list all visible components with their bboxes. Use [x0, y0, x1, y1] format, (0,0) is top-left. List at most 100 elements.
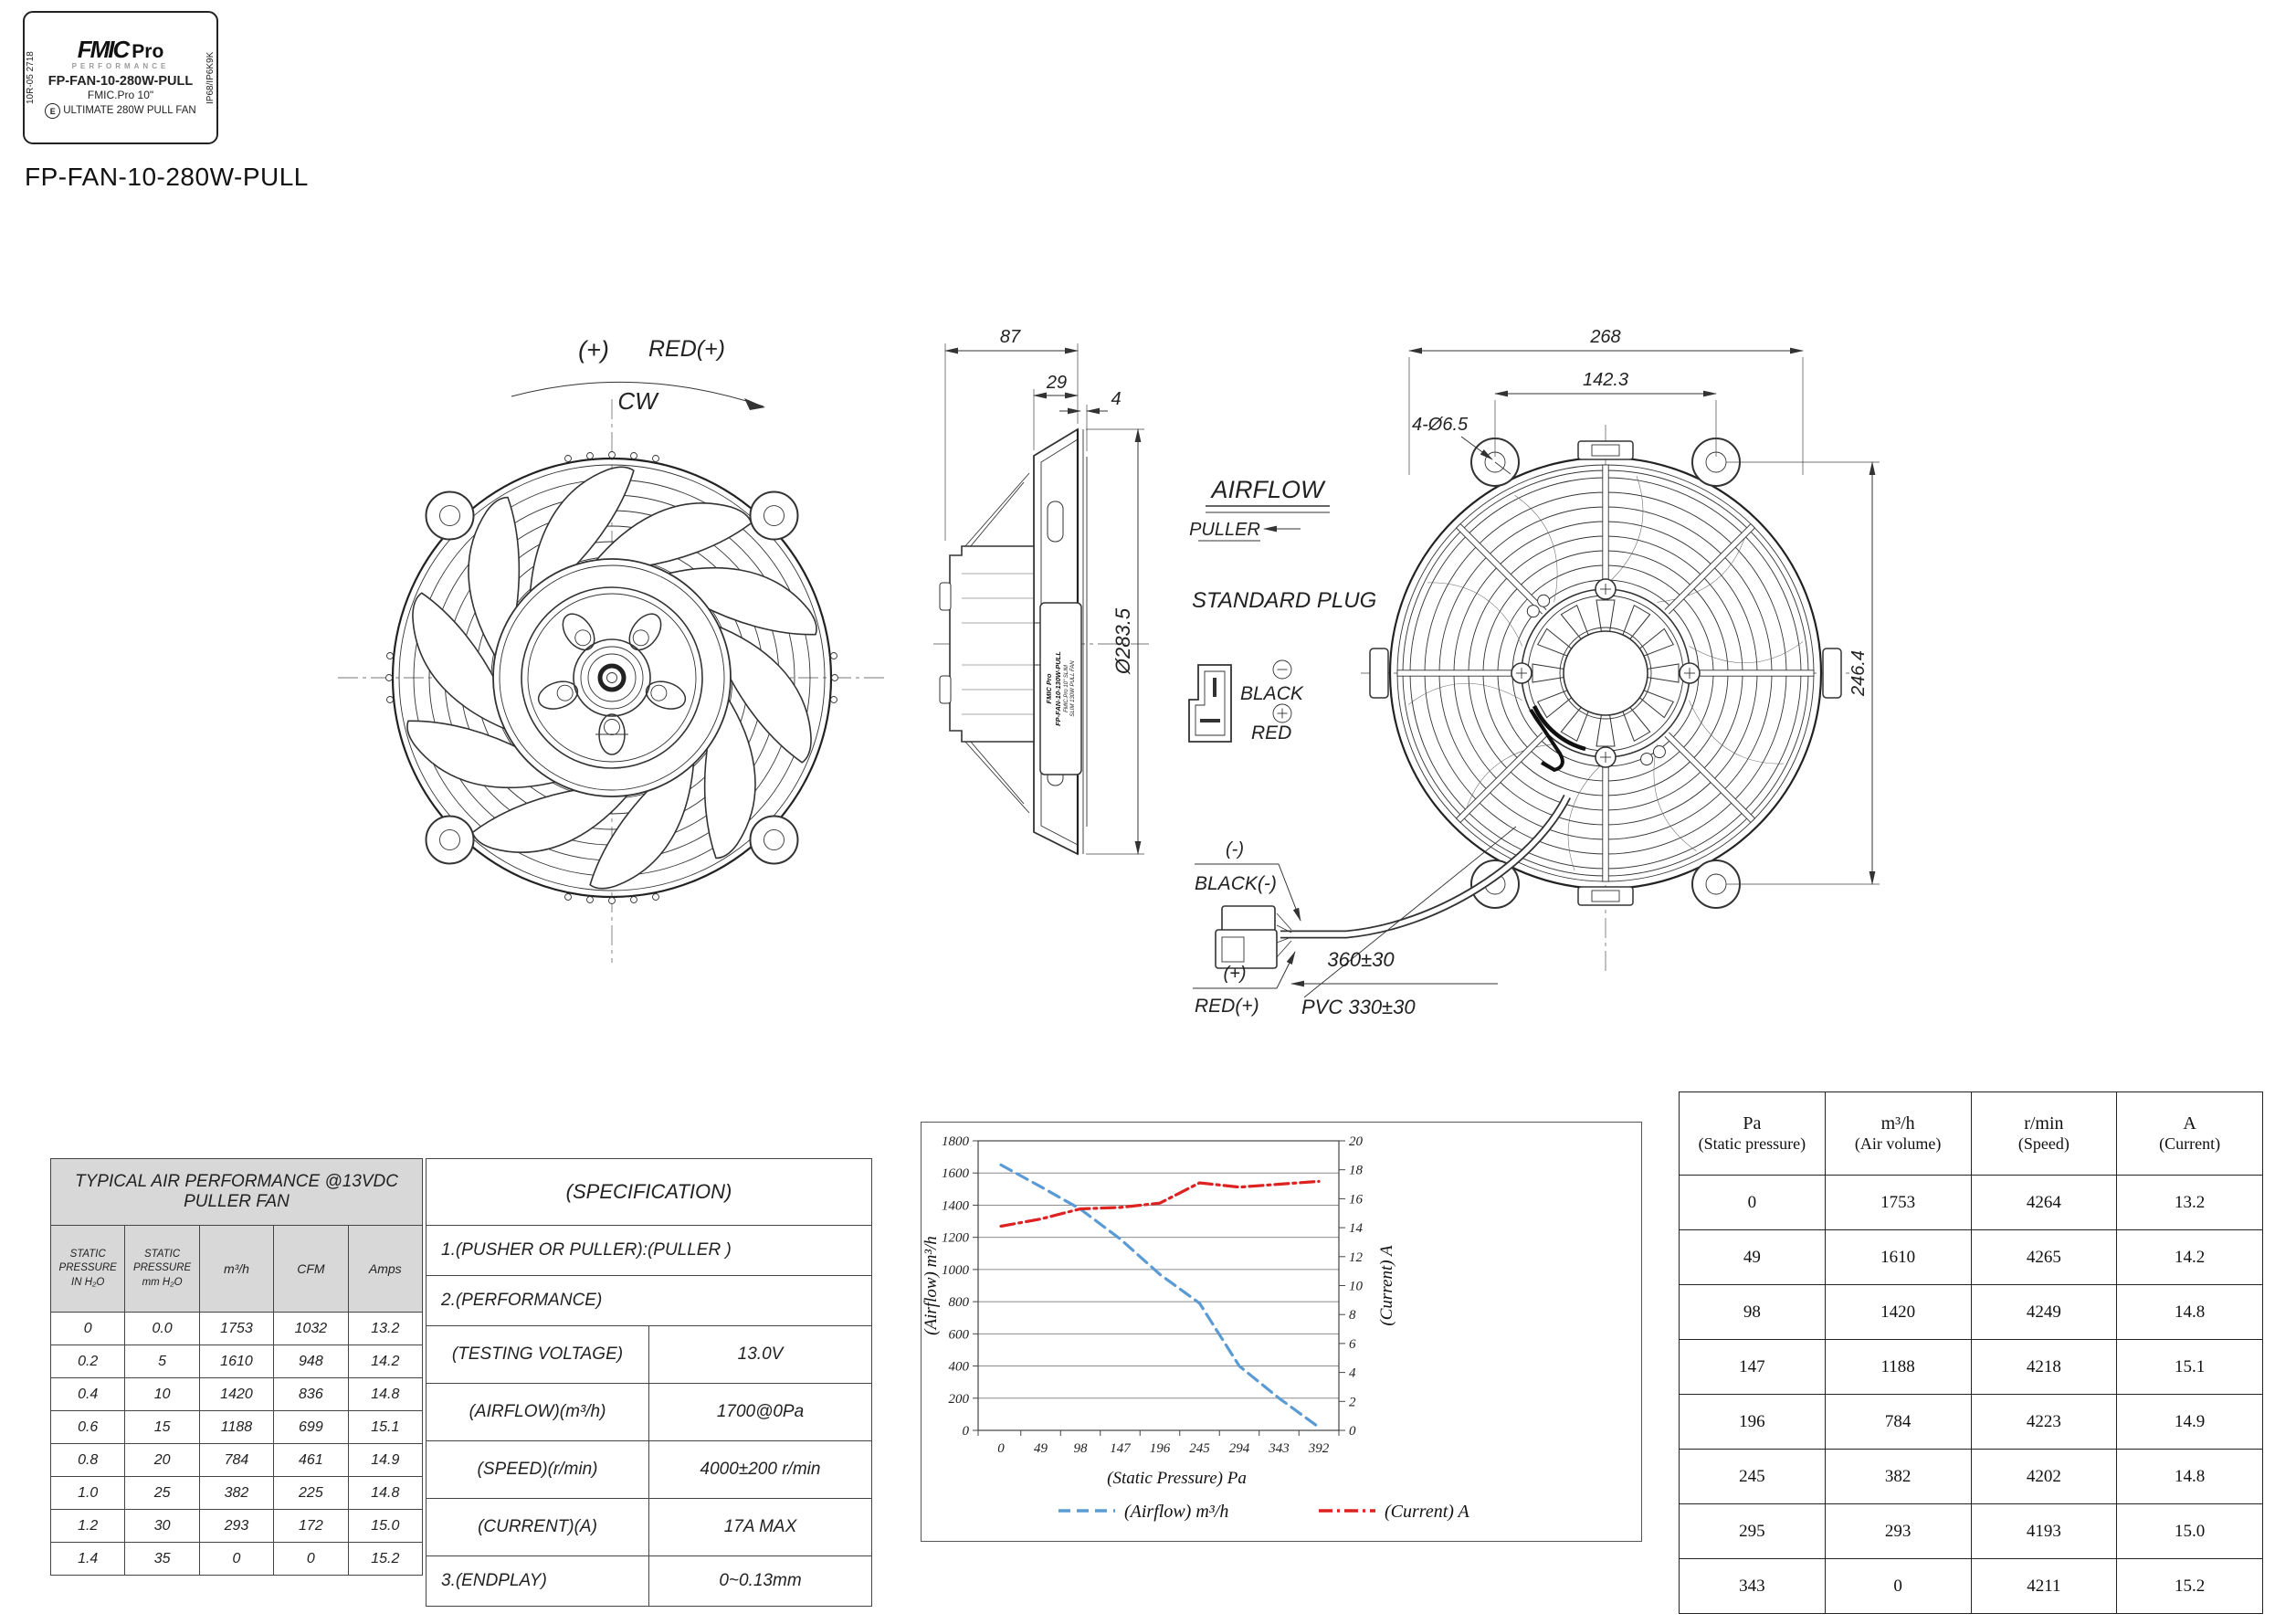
perf-row-cell: 15.0	[347, 1509, 424, 1543]
svg-text:14: 14	[1349, 1221, 1364, 1236]
plug-icon	[1188, 664, 1232, 743]
dim-motor-depth: 29	[1046, 373, 1067, 393]
spec-key: (AIRFLOW)(m³/h)	[426, 1383, 649, 1441]
result-row: 49 1610 4265 14.2	[1679, 1229, 2263, 1285]
spec-row: (SPEED)(r/min) 4000±200 r/min	[426, 1440, 872, 1499]
result-row-cell: 4202	[1970, 1449, 2118, 1504]
polarity-label: RED(+)	[648, 336, 725, 362]
result-row-cell: 1420	[1824, 1284, 1972, 1340]
front-mounting-tabs	[425, 490, 799, 865]
label-product-name: FMIC.Pro 10"	[87, 89, 154, 102]
perf-row-cell: 0.4	[49, 1377, 126, 1411]
spec-key: (TESTING VOLTAGE)	[426, 1325, 649, 1384]
sticker-part: FP-FAN-10-130W-PULL	[1054, 651, 1062, 726]
perf-col-header: CFM	[273, 1225, 349, 1313]
perf-row-cell: 1610	[198, 1345, 275, 1378]
spec-value: 1700@0Pa	[648, 1383, 872, 1441]
perf-col-header: STATIC PRESSURE mm H₂O	[124, 1225, 200, 1313]
spec-key: (SPEED)(r/min)	[426, 1440, 649, 1499]
dim-diameter: Ø283.5	[1111, 607, 1134, 675]
perf-row-cell: 15.1	[347, 1410, 424, 1444]
measurement-table: Pa (Static pressure) m³/h (Air volume) r/min…	[1679, 1091, 2263, 1614]
result-col-header: Pa (Static pressure)	[1679, 1091, 1826, 1176]
wire-length-dim: 360±30	[1327, 948, 1395, 971]
dim-depth: 87	[1000, 327, 1021, 347]
svg-text:10: 10	[1349, 1280, 1364, 1294]
result-row-cell: 0	[1679, 1175, 1826, 1230]
svg-text:(Airflow) m³/h: (Airflow) m³/h	[922, 1236, 941, 1335]
svg-text:20: 20	[1349, 1134, 1364, 1149]
result-row-cell: 147	[1679, 1339, 1826, 1395]
specification-table: (SPECIFICATION) 1.(PUSHER OR PULLER):(PU…	[426, 1158, 872, 1607]
result-col-header: r/min (Speed)	[1970, 1091, 2118, 1176]
result-row-cell: 382	[1824, 1449, 1972, 1504]
rotation-direction-label: CW	[617, 387, 659, 415]
perf-row-cell: 14.8	[347, 1476, 424, 1510]
e-mark-icon: E	[45, 103, 61, 120]
rear-view-drawing: 268 142.3 4-Ø6.5 246.4 AIRFLOW PULLER ST…	[1188, 327, 1880, 1018]
svg-text:49: 49	[1034, 1441, 1048, 1456]
plug-red-label: RED	[1251, 722, 1291, 743]
brand-performance-text: PERFORMANCE	[71, 61, 170, 70]
spec-value: 13.0V	[648, 1325, 872, 1384]
spec-value: 17A MAX	[648, 1498, 872, 1556]
result-row-cell: 4211	[1970, 1558, 2118, 1614]
result-row-cell: 784	[1824, 1394, 1972, 1450]
spec-key: (CURRENT)(A)	[426, 1498, 649, 1556]
perf-row-cell: 13.2	[347, 1312, 424, 1345]
perf-row-cell: 1.0	[49, 1476, 126, 1510]
result-row-cell: 14.8	[2116, 1284, 2263, 1340]
svg-text:1400: 1400	[942, 1198, 970, 1213]
result-row-cell: 15.1	[2116, 1339, 2263, 1395]
performance-chart: 0 200 400 600 800 1000 1200 1400 1600 1800 0 2 4 6 8 10…	[921, 1122, 1642, 1542]
perf-row-cell: 1420	[198, 1377, 275, 1411]
svg-text:8: 8	[1349, 1308, 1356, 1323]
polarity-sign-label: (+)	[578, 336, 609, 364]
result-col-header: m³/h (Air volume)	[1824, 1091, 1972, 1176]
perf-row-cell: 0	[198, 1542, 275, 1576]
spec-endplay-value: 0~0.13mm	[648, 1555, 872, 1607]
svg-text:1600: 1600	[942, 1166, 970, 1181]
dim-overall-width: 268	[1589, 327, 1620, 347]
fan-blades	[406, 466, 817, 890]
perf-row-cell: 1.2	[49, 1509, 126, 1543]
svg-text:98: 98	[1074, 1441, 1089, 1456]
svg-text:1200: 1200	[942, 1231, 970, 1246]
perf-row: 0.8 20 784 461 14.9	[49, 1443, 424, 1477]
perf-row-cell: 948	[273, 1345, 349, 1378]
perf-row-cell: 699	[273, 1410, 349, 1444]
perf-row-cell: 0	[49, 1312, 126, 1345]
perf-row-cell: 172	[273, 1509, 349, 1543]
sticker-name: FMIC.Pro 10" SLIM	[1064, 665, 1069, 712]
svg-text:(Airflow) m³/h: (Airflow) m³/h	[1124, 1502, 1228, 1522]
rotation-arrow	[511, 381, 764, 407]
result-row-cell: 343	[1679, 1558, 1826, 1614]
svg-text:12: 12	[1349, 1250, 1364, 1265]
perf-row-cell: 14.8	[347, 1377, 424, 1411]
blade-swirl-lines	[1407, 475, 1804, 871]
svg-text:200: 200	[949, 1392, 970, 1407]
spec-row: (CURRENT)(A) 17A MAX	[426, 1498, 872, 1556]
svg-text:(Current) A: (Current) A	[1377, 1245, 1396, 1326]
perf-col-header: m³/h	[198, 1225, 275, 1313]
perf-row: 1.2 30 293 172 15.0	[49, 1509, 424, 1543]
perf-row-cell: 784	[198, 1443, 275, 1477]
svg-text:147: 147	[1110, 1441, 1132, 1456]
perf-row: 0.4 10 1420 836 14.8	[49, 1377, 424, 1411]
result-row-cell: 4265	[1970, 1229, 2118, 1285]
spec-performance: 2.(PERFORMANCE)	[426, 1275, 872, 1326]
front-view-drawing: (+) RED(+) CW	[338, 336, 886, 963]
result-row-cell: 13.2	[2116, 1175, 2263, 1230]
result-row-cell: 245	[1679, 1449, 1826, 1504]
perf-row-cell: 0.8	[49, 1443, 126, 1477]
perf-row-cell: 0.2	[49, 1345, 126, 1378]
result-col-header: A (Current)	[2116, 1091, 2263, 1176]
result-row-cell: 15.0	[2116, 1503, 2263, 1559]
wire-pos-sign: (+)	[1224, 964, 1247, 984]
perf-col-header: Amps	[347, 1225, 424, 1313]
svg-text:245: 245	[1189, 1441, 1210, 1456]
minus-icon	[1272, 659, 1292, 680]
spec-pusher-puller: 1.(PUSHER OR PULLER):(PULLER )	[426, 1225, 872, 1276]
svg-text:18: 18	[1349, 1164, 1364, 1178]
